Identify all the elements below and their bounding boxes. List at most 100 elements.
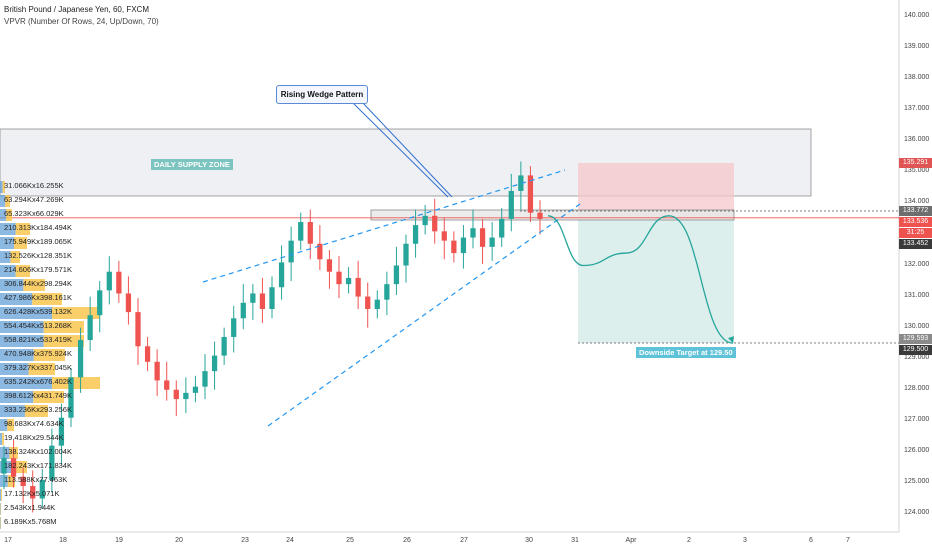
vpvr-down-bar bbox=[28, 363, 55, 375]
candle-body bbox=[298, 222, 304, 241]
vpvr-row-label: 132.526Kx128.351K bbox=[4, 251, 72, 260]
vpvr-down-bar bbox=[5, 195, 10, 207]
candle-body bbox=[144, 346, 151, 362]
vpvr-down-bar bbox=[43, 321, 84, 333]
price-tick-label: 139.000 bbox=[904, 43, 930, 51]
price-tick-label: 124.000 bbox=[904, 509, 930, 516]
indicator-title: VPVR (Number Of Rows, 24, Up/Down, 70) bbox=[4, 17, 159, 26]
downside-target-label[interactable]: Downside Target at 129.50 bbox=[636, 347, 736, 358]
candle-body bbox=[259, 293, 266, 309]
vpvr-row-label: 379.327Kx337.045K bbox=[4, 363, 72, 372]
candle-body bbox=[451, 240, 457, 254]
vpvr-row-label: 333.236Kx293.256K bbox=[4, 405, 72, 414]
candle-body bbox=[489, 237, 495, 247]
target-high-badge: 129.593 bbox=[899, 334, 932, 344]
vpvr-down-bar bbox=[2, 433, 4, 445]
vpvr-row-label: 558.821Kx533.419K bbox=[4, 335, 72, 344]
candle-body bbox=[183, 392, 189, 400]
resistance-box bbox=[370, 209, 735, 221]
candle-body bbox=[393, 265, 400, 285]
vpvr-row-label: 113.588Kx77.463K bbox=[4, 475, 68, 484]
candle-body bbox=[39, 479, 45, 499]
price-tick-label: 137.000 bbox=[904, 105, 930, 113]
support-price-badge: 133.452 bbox=[899, 239, 932, 249]
price-tick-label: 140.000 bbox=[904, 12, 930, 19]
symbol-title: British Pound / Japanese Yen, 60, FXCM bbox=[4, 5, 149, 14]
vpvr-up-bar bbox=[0, 447, 10, 459]
vpvr-up-bar bbox=[0, 517, 1, 529]
vpvr-row-label: 427.986Kx398.161K bbox=[4, 293, 72, 302]
rising-wedge-callout[interactable]: Rising Wedge Pattern bbox=[276, 85, 368, 104]
vpvr-down-bar bbox=[33, 391, 64, 403]
candle-body bbox=[211, 355, 218, 372]
callout-pointer-a bbox=[351, 101, 449, 198]
vpvr-down-bar bbox=[2, 181, 5, 193]
vpvr-up-bar bbox=[0, 391, 34, 403]
vpvr-down-bar bbox=[32, 293, 62, 305]
wedge-lower-trendline bbox=[267, 203, 581, 427]
candle-body bbox=[77, 340, 84, 378]
vpvr-row-label: 98.683Kx74.634K bbox=[4, 419, 64, 428]
vpvr-up-bar bbox=[0, 335, 44, 347]
candle-body bbox=[116, 271, 122, 294]
price-tick-label: 127.000 bbox=[904, 415, 930, 423]
vpvr-row-label: 635.242Kx676.402K bbox=[4, 377, 72, 386]
candle-body bbox=[470, 228, 476, 238]
time-tick-label: 26 bbox=[403, 537, 411, 544]
vpvr-down-bar bbox=[23, 279, 45, 291]
candle-body bbox=[135, 312, 141, 347]
resistance-price-badge: 133.772 bbox=[899, 206, 932, 216]
vpvr-row-label: 626.428Kx539.132K bbox=[4, 307, 72, 316]
supply-zone-label[interactable]: DAILY SUPPLY ZONE bbox=[151, 159, 233, 170]
vpvr-up-bar bbox=[0, 251, 11, 263]
vpvr-up-bar bbox=[0, 223, 16, 235]
vpvr-row-label: 306.844Kx298.294K bbox=[4, 279, 72, 288]
vpvr-down-bar bbox=[14, 461, 27, 473]
candle-body bbox=[307, 222, 313, 244]
vpvr-row-label: 17.132Kx5.071K bbox=[4, 489, 60, 498]
candle-body bbox=[202, 371, 208, 387]
candle-body bbox=[269, 287, 275, 309]
time-tick-label: 3 bbox=[743, 537, 747, 544]
vpvr-up-bar bbox=[0, 489, 2, 501]
time-tick-label: 17 bbox=[4, 537, 12, 544]
price-tick-label: 134.000 bbox=[904, 198, 930, 206]
vpvr-down-bar bbox=[33, 349, 65, 361]
candle-body bbox=[336, 271, 342, 285]
vpvr-down-bar bbox=[6, 209, 12, 221]
callout-pointer-b bbox=[361, 101, 453, 198]
candle-body bbox=[231, 318, 237, 337]
vpvr-down-bar bbox=[43, 335, 84, 347]
price-tick-label: 131.000 bbox=[904, 291, 930, 299]
time-tick-label: 19 bbox=[115, 537, 123, 544]
vpvr-up-bar bbox=[0, 419, 8, 431]
vpvr-row-label: 138.324Kx102.004K bbox=[4, 447, 72, 456]
price-tick-label: 130.000 bbox=[904, 322, 930, 330]
candle-body bbox=[20, 476, 26, 487]
vpvr-down-bar bbox=[52, 377, 100, 389]
vpvr-row-label: 210.313Kx184.494K bbox=[4, 223, 72, 232]
vpvr-up-bar bbox=[0, 363, 29, 375]
candle-body bbox=[374, 299, 380, 309]
candle-body bbox=[345, 277, 352, 285]
candle-body bbox=[97, 290, 103, 316]
vpvr-up-bar bbox=[0, 433, 3, 445]
time-tick-label: 7 bbox=[846, 537, 850, 544]
vpvr-row-label: 175.949Kx189.065K bbox=[4, 237, 72, 246]
candle-body bbox=[479, 228, 486, 247]
candle-body bbox=[250, 293, 256, 303]
price-tick-label: 128.000 bbox=[904, 384, 930, 392]
time-tick-label: 20 bbox=[175, 537, 183, 544]
candle-body bbox=[192, 386, 199, 393]
vpvr-down-bar bbox=[7, 475, 15, 487]
price-tick-label: 129.000 bbox=[904, 353, 930, 361]
time-tick-label: 24 bbox=[286, 537, 294, 544]
vpvr-up-bar bbox=[0, 293, 33, 305]
time-tick-label: 27 bbox=[460, 537, 468, 544]
time-tick-label: 2 bbox=[687, 537, 691, 544]
candle-body bbox=[173, 389, 179, 400]
target-low-badge: 129.500 bbox=[899, 345, 932, 355]
candle-body bbox=[355, 277, 361, 297]
